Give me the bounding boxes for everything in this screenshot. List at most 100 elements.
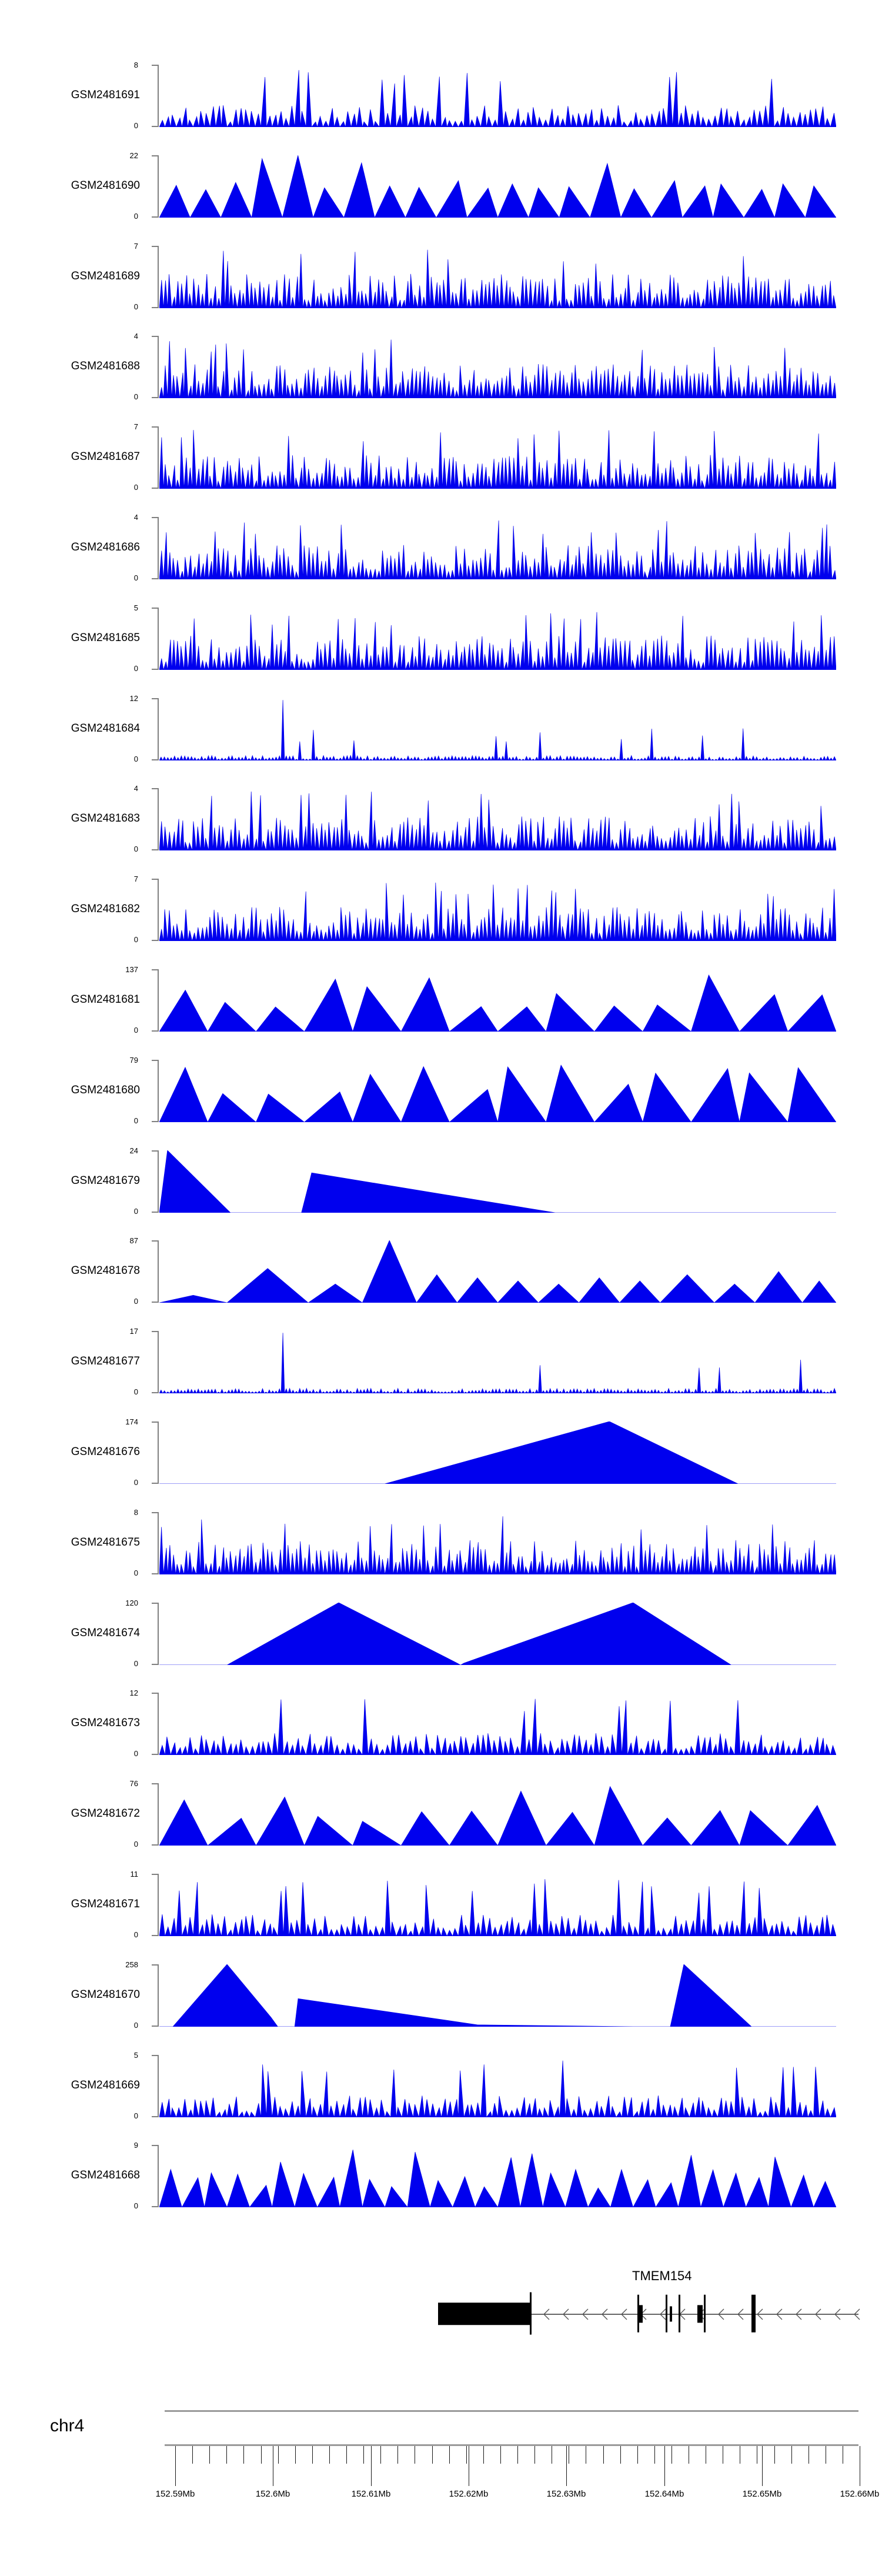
coverage-plot: [159, 2055, 836, 2117]
axis-tick-min: [152, 1935, 159, 1936]
track-y-axis: 12 0: [130, 695, 159, 763]
chromosome-label: chr4: [50, 2416, 85, 2435]
coverage-track: GSM2481676 174 0: [0, 1418, 882, 1486]
coverage-plot: [159, 1331, 836, 1394]
axis-line: [158, 698, 159, 760]
coverage-plot: [159, 1512, 836, 1574]
genome-axis: chr4 152.59Mb 152.6Mb 152.61Mb 152.62Mb 152.6…: [0, 2388, 882, 2564]
track-label: GSM2481683: [71, 812, 140, 825]
axis-line: [158, 1964, 159, 2027]
axis-max-value: 8: [133, 61, 138, 69]
track-y-axis: 76 0: [130, 1780, 159, 1848]
axis-min-value: 0: [133, 1568, 138, 1577]
ruler-minor-tick: [278, 2446, 279, 2464]
track-label: GSM2481678: [71, 1264, 140, 1277]
ruler-major-tick: [175, 2446, 176, 2486]
coverage-track: GSM2481683 4 0: [0, 785, 882, 854]
coverage-track: GSM2481685 5 0: [0, 604, 882, 672]
axis-tick-min: [152, 2206, 159, 2208]
track-label: GSM2481676: [71, 1446, 140, 1458]
axis-max-value: 17: [129, 1327, 138, 1336]
axis-tick-min: [152, 1302, 159, 1303]
axis-tick-max: [152, 1511, 159, 1513]
track-label: GSM2481679: [71, 1174, 140, 1187]
axis-tick-max: [152, 1240, 159, 1242]
ruler-minor-tick: [500, 2446, 501, 2464]
coverage-plot: [159, 1874, 836, 1936]
axis-max-value: 7: [133, 241, 138, 251]
axis-line: [158, 788, 159, 851]
axis-tick-max: [152, 65, 159, 66]
track-label: GSM2481670: [71, 1988, 140, 2001]
axis-tick-min: [152, 668, 159, 670]
axis-min-value: 0: [133, 211, 138, 221]
ruler-minor-tick: [243, 2446, 245, 2464]
axis-line: [158, 245, 159, 308]
track-label: GSM2481668: [71, 2169, 140, 2182]
axis-tick-max: [152, 969, 159, 970]
axis-tick-min: [152, 849, 159, 851]
coverage-plot: [159, 426, 836, 489]
axis-max-value: 174: [125, 1417, 138, 1426]
ruler-tick-label: 152.6Mb: [255, 2489, 290, 2499]
axis-line: [158, 155, 159, 218]
track-label: GSM2481687: [71, 451, 140, 463]
axis-max-value: 22: [129, 151, 138, 160]
track-y-axis: 24 0: [130, 1147, 159, 1215]
axis-tick-min: [152, 578, 159, 579]
axis-max-value: 5: [133, 603, 138, 612]
coverage-track: GSM2481669 5 0: [0, 2051, 882, 2120]
axis-tick-max: [152, 1059, 159, 1061]
axis-tick-max: [152, 788, 159, 790]
ruler-minor-tick: [329, 2446, 330, 2464]
track-label: GSM2481681: [71, 993, 140, 1006]
coverage-track: GSM2481677 17 0: [0, 1327, 882, 1396]
track-label: GSM2481682: [71, 903, 140, 916]
coverage-track: GSM2481681 137 0: [0, 966, 882, 1034]
track-y-axis: 17 0: [130, 1327, 159, 1396]
axis-tick-max: [152, 1150, 159, 1152]
track-y-axis: 22 0: [130, 152, 159, 220]
track-label: GSM2481677: [71, 1355, 140, 1368]
coverage-track: GSM2481680 79 0: [0, 1056, 882, 1125]
axis-min-value: 0: [133, 845, 138, 854]
axis-tick-max: [152, 1331, 159, 1333]
axis-tick-min: [152, 2115, 159, 2117]
coverage-track: GSM2481679 24 0: [0, 1147, 882, 1215]
coverage-track: GSM2481689 7 0: [0, 242, 882, 311]
axis-tick-min: [152, 126, 159, 127]
ruler-minor-tick: [397, 2446, 399, 2464]
track-y-axis: 120 0: [125, 1599, 159, 1667]
axis-max-value: 5: [133, 2050, 138, 2060]
coverage-plot: [159, 698, 836, 760]
axis-max-value: 24: [129, 1146, 138, 1155]
axis-tick-max: [152, 245, 159, 247]
ruler-tick-label: 152.59Mb: [155, 2489, 195, 2499]
ruler-tick-label: 152.63Mb: [546, 2489, 586, 2499]
axis-tick-min: [152, 1120, 159, 1122]
ruler-tick-label: 152.66Mb: [840, 2489, 880, 2499]
ruler-minor-tick: [295, 2446, 296, 2464]
coverage-track: GSM2481686 4 0: [0, 513, 882, 582]
axis-tick-min: [152, 759, 159, 760]
track-label: GSM2481669: [71, 2078, 140, 2091]
axis-min-value: 0: [133, 1116, 138, 1125]
axis-tick-max: [152, 155, 159, 156]
ruler-minor-tick: [380, 2446, 382, 2464]
axis-min-value: 0: [133, 1930, 138, 1939]
axis-line: [158, 1150, 159, 1213]
axis-line: [158, 1240, 159, 1303]
axis-tick-max: [152, 426, 159, 428]
ruler-minor-tick: [260, 2446, 262, 2464]
track-label: GSM2481671: [71, 1898, 140, 1910]
track-y-axis: 174 0: [125, 1418, 159, 1486]
coverage-plot: [159, 1060, 836, 1122]
axis-min-value: 0: [133, 1478, 138, 1487]
coverage-track: GSM2481675 8 0: [0, 1509, 882, 1577]
coverage-plot: [159, 155, 836, 218]
coverage-track: GSM2481684 12 0: [0, 695, 882, 763]
axis-tick-max: [152, 517, 159, 518]
